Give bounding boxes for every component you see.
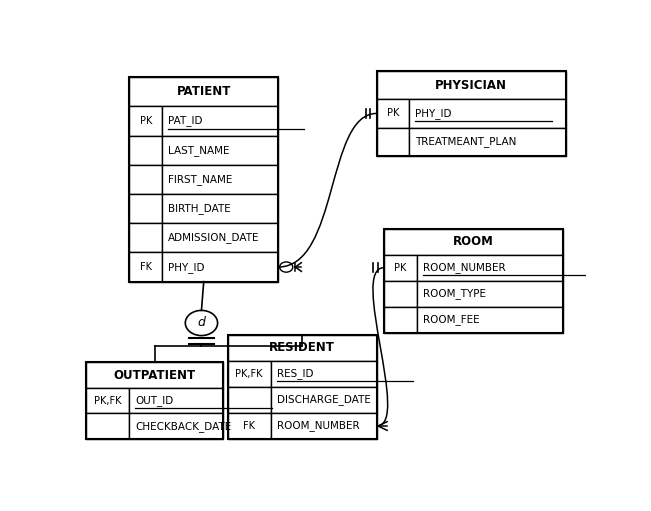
Bar — [409, 128, 566, 156]
Bar — [130, 77, 278, 106]
Text: PHYSICIAN: PHYSICIAN — [435, 79, 507, 92]
Bar — [87, 388, 130, 413]
Text: ROOM_FEE: ROOM_FEE — [423, 314, 480, 325]
Text: LAST_NAME: LAST_NAME — [168, 145, 230, 155]
Bar — [376, 99, 409, 128]
Text: ROOM: ROOM — [453, 235, 494, 248]
Bar — [162, 135, 278, 165]
Bar — [162, 252, 278, 282]
Text: RESIDENT: RESIDENT — [269, 341, 335, 354]
Bar — [271, 387, 376, 413]
Bar — [228, 387, 271, 413]
Text: ROOM_TYPE: ROOM_TYPE — [423, 288, 486, 299]
Bar — [162, 106, 278, 135]
Bar — [130, 194, 162, 223]
Text: FIRST_NAME: FIRST_NAME — [168, 174, 232, 185]
Bar — [162, 194, 278, 223]
Text: BIRTH_DATE: BIRTH_DATE — [168, 203, 231, 214]
Text: ROOM_NUMBER: ROOM_NUMBER — [423, 262, 506, 273]
Text: ADMISSION_DATE: ADMISSION_DATE — [168, 233, 260, 243]
Text: OUT_ID: OUT_ID — [135, 395, 174, 406]
Bar — [130, 388, 223, 413]
Bar — [130, 106, 162, 135]
Bar — [376, 71, 566, 99]
Text: ROOM_NUMBER: ROOM_NUMBER — [277, 421, 359, 431]
Bar — [87, 362, 223, 439]
Text: PHY_ID: PHY_ID — [415, 108, 452, 119]
Bar — [228, 361, 271, 387]
Bar — [384, 307, 417, 333]
Bar — [271, 361, 376, 387]
Bar — [376, 71, 566, 156]
Bar — [130, 77, 278, 282]
Bar — [376, 128, 409, 156]
Bar — [271, 413, 376, 439]
Bar — [384, 281, 417, 307]
Bar — [162, 165, 278, 194]
Text: PAT_ID: PAT_ID — [168, 115, 202, 126]
Text: PK,FK: PK,FK — [236, 369, 263, 379]
Bar — [162, 223, 278, 252]
Text: FK: FK — [243, 421, 255, 431]
Text: PHY_ID: PHY_ID — [168, 262, 204, 272]
Text: DISCHARGE_DATE: DISCHARGE_DATE — [277, 394, 370, 405]
Bar — [384, 254, 417, 281]
Bar — [228, 335, 376, 361]
Text: RES_ID: RES_ID — [277, 368, 313, 379]
Bar — [228, 413, 271, 439]
Text: FK: FK — [140, 262, 152, 272]
Bar — [130, 223, 162, 252]
Bar — [130, 252, 162, 282]
Bar — [417, 254, 563, 281]
Text: d: d — [197, 316, 205, 330]
Bar — [384, 228, 563, 254]
Bar — [417, 281, 563, 307]
Bar — [409, 99, 566, 128]
Text: PK: PK — [139, 116, 152, 126]
Bar — [130, 165, 162, 194]
Bar — [384, 228, 563, 333]
Text: CHECKBACK_DATE: CHECKBACK_DATE — [135, 421, 232, 432]
Bar — [417, 307, 563, 333]
Bar — [228, 335, 376, 439]
Bar — [87, 413, 130, 439]
Text: TREATMEANT_PLAN: TREATMEANT_PLAN — [415, 136, 517, 147]
Bar — [87, 362, 223, 388]
Bar — [130, 413, 223, 439]
Text: OUTPATIENT: OUTPATIENT — [113, 368, 195, 382]
Text: PATIENT: PATIENT — [176, 85, 231, 98]
Text: PK,FK: PK,FK — [94, 396, 122, 406]
Text: PK: PK — [387, 108, 399, 119]
Text: PK: PK — [395, 263, 407, 273]
Bar — [130, 135, 162, 165]
